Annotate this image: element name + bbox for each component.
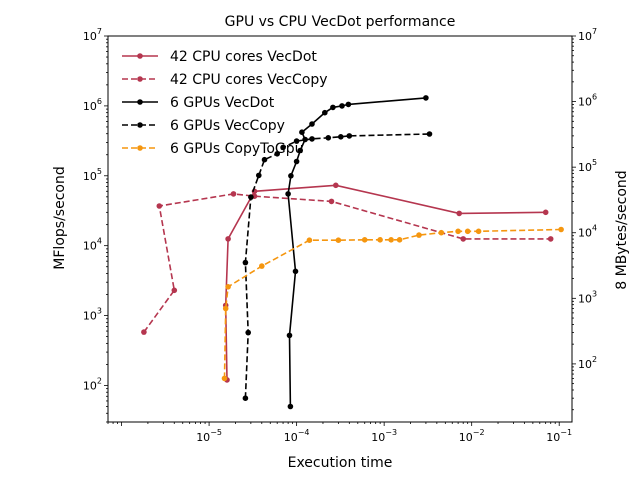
series-2-point-10 xyxy=(322,109,328,116)
series-2-point-12 xyxy=(339,103,345,109)
series-2-point-8 xyxy=(299,129,305,135)
series-4-point-14 xyxy=(475,228,482,235)
y-tick-label-1: 103 xyxy=(83,307,102,323)
series-0-point-4 xyxy=(333,182,339,189)
series-0-point-2 xyxy=(225,236,231,242)
series-2-point-14 xyxy=(423,95,429,101)
series-4-point-3 xyxy=(259,263,265,269)
series-2-point-9 xyxy=(309,121,315,127)
y2-tick-label-3: 105 xyxy=(578,158,597,174)
series-1-point-7 xyxy=(547,236,554,242)
legend-marker-3 xyxy=(137,122,143,128)
series-3-point-3 xyxy=(248,194,254,200)
series-2-point-1 xyxy=(286,332,293,339)
plot-frame xyxy=(107,35,573,423)
series-3-point-11 xyxy=(338,134,344,140)
series-2-point-3 xyxy=(285,191,291,197)
axes-layer: 10−5 10−4 10−3 10−2 10−1 102 103 104 105 106 107 10… xyxy=(83,27,597,444)
series-2-point-2 xyxy=(292,268,299,275)
x-tick-label-4: 10−1 xyxy=(546,428,572,444)
series-4-point-2 xyxy=(225,284,231,290)
series-3-point-7 xyxy=(280,144,286,151)
series-4-point-11 xyxy=(438,229,445,236)
series-3-point-2 xyxy=(242,259,249,266)
series-2-point-0 xyxy=(287,403,294,410)
series-4-point-5 xyxy=(335,237,342,243)
y2-tick-label-5: 107 xyxy=(578,27,597,43)
series-layer xyxy=(141,95,564,410)
series-4-point-0 xyxy=(221,375,228,382)
x-tick-label-2: 10−3 xyxy=(371,428,397,444)
legend-label-0: 42 CPU cores VecDot xyxy=(170,49,317,65)
series-4-point-15 xyxy=(558,226,564,233)
x-tick-label-0: 10−5 xyxy=(196,428,222,444)
series-3-point-9 xyxy=(309,136,315,142)
y2-tick-label-2: 104 xyxy=(578,224,597,240)
series-line-0 xyxy=(224,184,546,380)
series-1-point-2 xyxy=(156,203,163,209)
series-2-point-6 xyxy=(297,147,304,154)
series-2-point-13 xyxy=(345,101,352,108)
series-3-point-4 xyxy=(255,172,262,179)
series-1-point-6 xyxy=(460,236,467,242)
y-tick-label-3: 105 xyxy=(83,167,102,183)
y-tick-label-4: 106 xyxy=(83,97,102,113)
series-2-point-5 xyxy=(293,158,300,165)
y-tick-label-5: 107 xyxy=(83,27,102,43)
series-1-point-5 xyxy=(328,198,335,205)
y-axis-label: MFlops/second xyxy=(52,166,68,269)
chart-title: GPU vs CPU VecDot performance xyxy=(225,14,456,30)
series-4-point-4 xyxy=(306,237,313,243)
series-3-point-13 xyxy=(426,131,433,137)
x-tick-label-1: 10−4 xyxy=(284,428,310,444)
series-2-point-4 xyxy=(288,173,294,179)
series-3-point-12 xyxy=(346,133,353,139)
y2-tick-label-0: 102 xyxy=(578,355,597,371)
series-3-point-8 xyxy=(293,138,300,144)
legend-label-1: 42 CPU cores VecCopy xyxy=(170,72,328,88)
x-axis-label: Execution time xyxy=(288,455,393,471)
series-3-point-0 xyxy=(242,395,249,402)
series-0-point-5 xyxy=(456,210,463,217)
series-line-3 xyxy=(244,133,430,399)
series-4-point-6 xyxy=(361,237,368,243)
series-0-point-6 xyxy=(542,209,549,216)
y2-tick-label-1: 103 xyxy=(578,289,597,305)
series-3-point-10 xyxy=(325,135,332,141)
series-4-point-10 xyxy=(416,232,422,238)
legend-marker-0 xyxy=(137,53,143,59)
series-line-4 xyxy=(223,228,562,379)
legend-label-3: 6 GPUs VecCopy xyxy=(170,118,285,134)
y2-axis-label: 8 MBytes/second xyxy=(614,170,630,289)
y2-tick-label-4: 106 xyxy=(578,93,597,109)
y-tick-label-2: 104 xyxy=(83,237,102,253)
series-4-point-8 xyxy=(388,237,394,243)
series-3-point-1 xyxy=(245,329,251,336)
series-4-point-9 xyxy=(396,237,403,243)
series-3-point-5 xyxy=(261,156,268,163)
legend-marker-2 xyxy=(137,99,143,105)
series-4-point-13 xyxy=(464,228,471,235)
series-4-point-12 xyxy=(455,228,461,235)
y-tick-label-0: 102 xyxy=(83,376,102,392)
series-2-point-7 xyxy=(302,136,308,143)
series-2-point-11 xyxy=(330,104,336,111)
legend-label-2: 6 GPUs VecDot xyxy=(170,95,275,111)
legend: 42 CPU cores VecDot 42 CPU cores VecCopy 6… xyxy=(122,49,328,157)
series-1-point-3 xyxy=(230,191,237,197)
series-3-point-6 xyxy=(274,151,281,157)
legend-marker-4 xyxy=(137,145,143,151)
legend-marker-1 xyxy=(137,76,143,82)
legend-label-4: 6 GPUs CopyToGpu xyxy=(170,141,304,157)
series-1-point-1 xyxy=(171,287,178,294)
series-line-1 xyxy=(143,193,551,333)
series-4-point-1 xyxy=(222,305,229,312)
series-4-point-7 xyxy=(377,237,383,243)
x-tick-label-3: 10−2 xyxy=(459,428,485,444)
series-1-point-0 xyxy=(141,329,147,335)
series-line-2 xyxy=(287,97,426,407)
